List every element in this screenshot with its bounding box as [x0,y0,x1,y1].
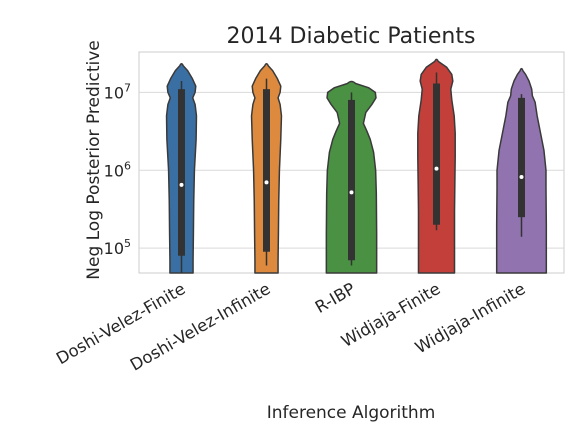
median-dot-doshi-velez-infinite [264,180,269,185]
violin-widjaja-finite [417,58,456,274]
violin-widjaja-infinite [495,67,548,274]
violin-r-ibp [325,80,378,274]
violin-doshi-velez-finite [165,62,198,274]
y-axis-label: Neg Log Posterior Predictive [84,40,104,279]
x-axis-label: Inference Algorithm [267,403,436,423]
chart-title: 2014 Diabetic Patients [227,24,476,49]
x-tick-label-1: Doshi-Velez-Infinite [127,279,274,375]
violin-doshi-velez-infinite [250,62,283,274]
iqr-box-r-ibp [348,99,355,261]
iqr-box-doshi-velez-infinite [263,89,270,252]
y-tick-label-1: 106 [104,159,131,180]
x-tick-label-2: R-IBP [312,279,359,317]
iqr-box-doshi-velez-finite [178,89,185,256]
median-dot-widjaja-infinite [519,174,524,179]
median-dot-doshi-velez-finite [179,182,184,187]
y-tick-label-2: 107 [104,81,131,102]
median-dot-r-ibp [349,190,354,195]
median-dot-widjaja-finite [434,166,439,171]
iqr-box-widjaja-infinite [518,97,525,218]
violins [165,58,548,274]
y-tick-label-0: 105 [104,237,131,258]
iqr-box-widjaja-finite [433,83,440,225]
y-tick-labels: 105 106 107 [104,81,131,258]
